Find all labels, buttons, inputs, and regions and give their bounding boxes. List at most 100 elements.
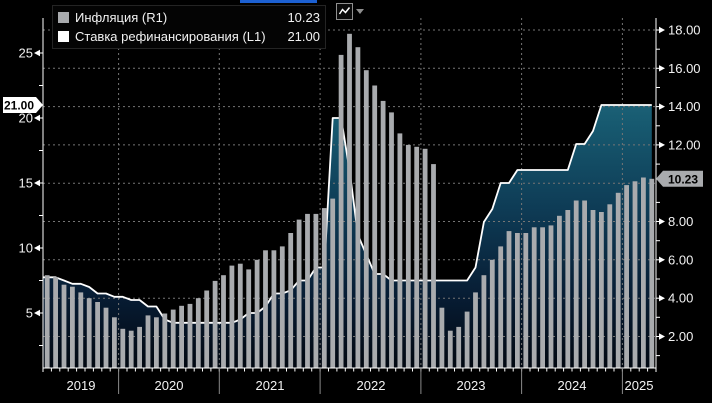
inflation-bar xyxy=(548,225,554,368)
left-axis-tick-label: 5 xyxy=(26,306,33,321)
inflation-bar xyxy=(414,146,420,368)
rate-current-value: 21.00 xyxy=(4,99,34,113)
x-axis-year-label: 2025 xyxy=(625,378,654,393)
inflation-bar xyxy=(389,112,394,369)
inflation-bar xyxy=(128,330,134,368)
right-axis-tick-label: 8.00 xyxy=(668,214,693,229)
inflation-bar xyxy=(86,298,92,368)
inflation-bar xyxy=(330,198,336,368)
left-axis-tick-label: 20 xyxy=(19,111,33,126)
inflation-bar xyxy=(573,200,579,368)
inflation-bar xyxy=(607,204,613,368)
legend-value: 21.00 xyxy=(287,29,320,44)
inflation-bars xyxy=(44,33,655,369)
inflation-bar xyxy=(582,200,587,368)
inflation-bar xyxy=(632,181,638,368)
inflation-bar xyxy=(263,250,268,368)
inflation-bar xyxy=(70,286,75,368)
x-axis-year-label: 2023 xyxy=(457,378,486,393)
right-axis-tick-label: 4.00 xyxy=(668,291,693,306)
inflation-bar xyxy=(112,317,117,368)
inflation-bar xyxy=(237,263,243,368)
inflation-bar xyxy=(447,330,453,368)
inflation-bar xyxy=(271,250,277,368)
inflation-bar xyxy=(103,307,109,368)
inflation-bar xyxy=(145,315,151,368)
inflation-bar xyxy=(179,305,184,368)
inflation-bar xyxy=(120,328,126,368)
left-axis-current-value-tag: 21.00 xyxy=(3,97,43,113)
axes: 5101520252.004.006.008.0012.0014.0016.00… xyxy=(19,18,701,394)
inflation-bar xyxy=(288,233,294,368)
inflation-bar xyxy=(405,144,411,368)
inflation-bar xyxy=(506,231,512,368)
inflation-bar xyxy=(540,227,545,368)
inflation-bar xyxy=(624,185,629,368)
inflation-bar xyxy=(95,302,100,368)
legend-label: Инфляция (R1) xyxy=(75,10,168,25)
inflation-bar xyxy=(187,303,193,368)
inflation-bar xyxy=(599,212,604,368)
right-axis-tick-label: 16.00 xyxy=(668,61,701,76)
x-axis-year-label: 2021 xyxy=(256,378,285,393)
inflation-bar xyxy=(170,309,176,368)
left-axis-tick-label: 15 xyxy=(19,176,33,191)
inflation-bar xyxy=(296,219,302,368)
legend-item-refinancing-rate[interactable]: Ставка рефинансирования (L1) 21.00 xyxy=(58,27,320,46)
x-axis-year-label: 2019 xyxy=(67,378,96,393)
line-chart-icon xyxy=(338,7,351,15)
left-axis-tick-label: 25 xyxy=(19,46,33,61)
inflation-bar xyxy=(615,192,621,368)
inflation-bar xyxy=(78,292,84,368)
inflation-bar xyxy=(254,259,260,368)
inflation-bar xyxy=(481,275,487,368)
right-axis-tick-label: 14.00 xyxy=(668,99,701,114)
right-axis-tick-label: 2.00 xyxy=(668,329,693,344)
inflation-bar xyxy=(313,213,319,368)
inflation-bar xyxy=(154,317,159,368)
inflation-bar xyxy=(61,284,67,368)
rate-swatch-icon xyxy=(58,31,69,42)
inflation-bar xyxy=(498,246,504,368)
inflation-bar xyxy=(397,133,403,368)
rate-line xyxy=(43,104,652,324)
x-axis-year-label: 2022 xyxy=(357,378,386,393)
inflation-bar xyxy=(347,33,352,369)
inflation-bar xyxy=(363,70,369,368)
inflation-bar xyxy=(557,215,562,368)
inflation-bar xyxy=(380,100,386,369)
active-panel-indicator xyxy=(240,0,317,3)
legend-value: 10.23 xyxy=(287,10,320,25)
right-axis-tick-label: 12.00 xyxy=(668,137,701,152)
inflation-bar xyxy=(204,290,210,368)
inflation-bar xyxy=(641,177,646,368)
inflation-bar xyxy=(321,208,327,368)
legend-item-inflation[interactable]: Инфляция (R1) 10.23 xyxy=(58,8,320,27)
inflation-bar xyxy=(53,277,58,368)
inflation-current-value: 10.23 xyxy=(668,172,698,186)
inflation-bar xyxy=(305,213,310,368)
left-axis-tick-label: 10 xyxy=(19,241,33,256)
inflation-bar xyxy=(246,269,252,368)
inflation-bar xyxy=(439,307,445,368)
inflation-bar xyxy=(195,298,201,368)
inflation-bar xyxy=(565,210,571,368)
right-axis-current-value-tag: 10.23 xyxy=(656,170,703,187)
inflation-bar xyxy=(338,54,344,369)
inflation-bar xyxy=(515,233,520,368)
inflation-bar xyxy=(489,259,495,368)
legend-label: Ставка рефинансирования (L1) xyxy=(75,29,266,44)
inflation-bar xyxy=(456,326,462,368)
inflation-bar xyxy=(531,227,537,368)
x-axis-year-label: 2020 xyxy=(155,378,184,393)
inflation-bar xyxy=(137,326,142,368)
x-axis-year-label: 2024 xyxy=(558,378,587,393)
chart-type-button[interactable] xyxy=(336,3,353,20)
inflation-bar xyxy=(464,311,470,368)
inflation-bar xyxy=(229,265,235,368)
inflation-bar xyxy=(649,178,655,368)
inflation-bar xyxy=(212,280,218,368)
chevron-down-icon[interactable] xyxy=(356,9,364,14)
